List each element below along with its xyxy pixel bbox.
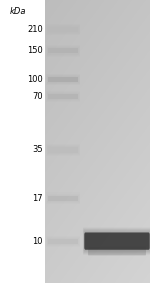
Text: 210: 210: [27, 25, 43, 34]
Bar: [48, 239, 78, 244]
Bar: [46, 91, 80, 102]
Bar: [46, 45, 80, 57]
Bar: [46, 145, 80, 155]
Bar: [47, 237, 79, 245]
Bar: [47, 93, 79, 100]
Bar: [48, 196, 78, 201]
Polygon shape: [0, 0, 45, 283]
Bar: [46, 237, 80, 246]
FancyBboxPatch shape: [83, 228, 150, 255]
Bar: [46, 235, 80, 247]
Bar: [48, 27, 78, 32]
Bar: [47, 76, 79, 83]
Bar: [47, 26, 79, 33]
Bar: [48, 77, 78, 82]
Bar: [46, 192, 80, 204]
Bar: [46, 24, 80, 35]
Text: 17: 17: [32, 194, 43, 203]
Bar: [46, 75, 80, 84]
Text: 10: 10: [32, 237, 43, 246]
Bar: [46, 144, 80, 156]
Bar: [47, 194, 79, 202]
Bar: [48, 48, 78, 53]
Bar: [46, 74, 80, 85]
FancyBboxPatch shape: [84, 230, 150, 252]
Bar: [46, 46, 80, 55]
Bar: [46, 194, 80, 203]
FancyBboxPatch shape: [84, 233, 150, 250]
Bar: [47, 47, 79, 55]
Bar: [48, 147, 78, 153]
Text: kDa: kDa: [10, 7, 26, 16]
FancyBboxPatch shape: [83, 229, 150, 253]
Text: 35: 35: [32, 145, 43, 155]
Bar: [46, 92, 80, 101]
Bar: [46, 25, 80, 34]
FancyBboxPatch shape: [84, 232, 150, 250]
FancyBboxPatch shape: [88, 246, 146, 255]
Text: 100: 100: [27, 75, 43, 84]
Bar: [47, 146, 79, 154]
Text: 70: 70: [32, 92, 43, 101]
Bar: [48, 94, 78, 99]
Text: 150: 150: [27, 46, 43, 55]
